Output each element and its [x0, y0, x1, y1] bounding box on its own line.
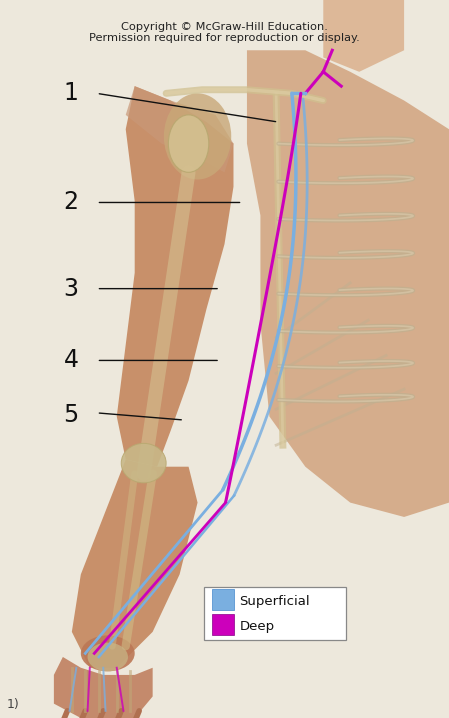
- Text: Superficial: Superficial: [239, 595, 310, 608]
- Text: Permission required for reproduction or display.: Permission required for reproduction or …: [89, 33, 360, 43]
- Text: 1): 1): [7, 698, 19, 711]
- Ellipse shape: [121, 443, 166, 483]
- Text: 1: 1: [64, 81, 79, 106]
- Text: Copyright © McGraw-Hill Education.: Copyright © McGraw-Hill Education.: [121, 22, 328, 32]
- Text: 5: 5: [63, 403, 79, 427]
- Text: Deep: Deep: [239, 620, 274, 633]
- Ellipse shape: [88, 643, 128, 671]
- Polygon shape: [247, 50, 449, 517]
- Polygon shape: [117, 86, 233, 467]
- Ellipse shape: [81, 635, 135, 671]
- FancyBboxPatch shape: [212, 589, 234, 610]
- Ellipse shape: [164, 93, 231, 180]
- FancyBboxPatch shape: [212, 613, 234, 635]
- Polygon shape: [72, 460, 198, 668]
- FancyBboxPatch shape: [204, 587, 346, 640]
- Ellipse shape: [168, 115, 209, 172]
- Text: 3: 3: [64, 276, 79, 301]
- Text: 4: 4: [64, 348, 79, 373]
- Polygon shape: [54, 657, 153, 718]
- Polygon shape: [126, 86, 233, 172]
- Polygon shape: [323, 0, 404, 72]
- Text: 2: 2: [64, 190, 79, 215]
